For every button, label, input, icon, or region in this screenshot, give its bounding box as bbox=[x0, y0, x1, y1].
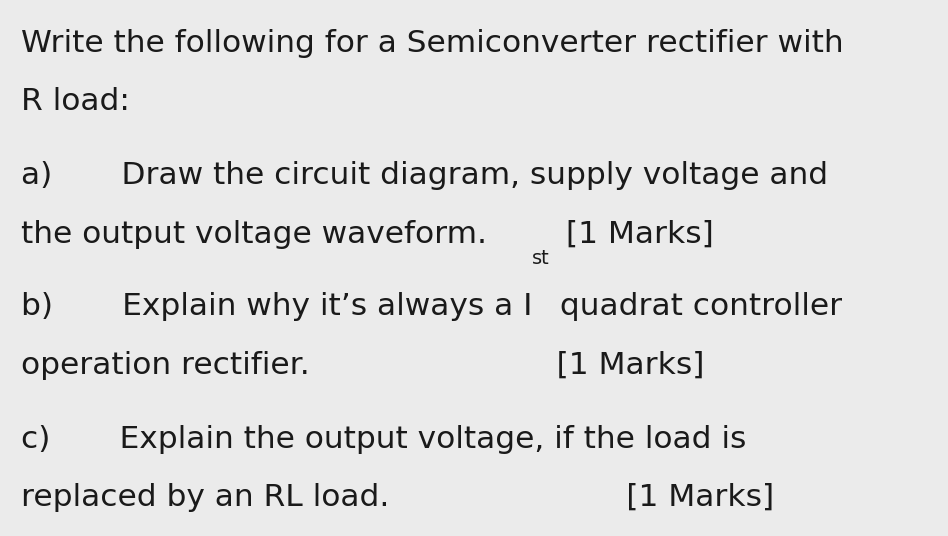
Text: a)       Draw the circuit diagram, supply voltage and: a) Draw the circuit diagram, supply volt… bbox=[21, 161, 828, 190]
Text: st: st bbox=[533, 249, 550, 268]
Text: the output voltage waveform.        [1 Marks]: the output voltage waveform. [1 Marks] bbox=[21, 220, 714, 249]
Text: operation rectifier.                         [1 Marks]: operation rectifier. [1 Marks] bbox=[21, 351, 704, 380]
Text: Write the following for a Semiconverter rectifier with: Write the following for a Semiconverter … bbox=[21, 29, 844, 58]
Text: quadrat controller: quadrat controller bbox=[550, 292, 842, 321]
Text: replaced by an RL load.                        [1 Marks]: replaced by an RL load. [1 Marks] bbox=[21, 483, 774, 512]
Text: b)       Explain why it’s always a I: b) Explain why it’s always a I bbox=[21, 292, 533, 321]
Text: R load:: R load: bbox=[21, 87, 130, 116]
Text: c)       Explain the output voltage, if the load is: c) Explain the output voltage, if the lo… bbox=[21, 425, 746, 453]
